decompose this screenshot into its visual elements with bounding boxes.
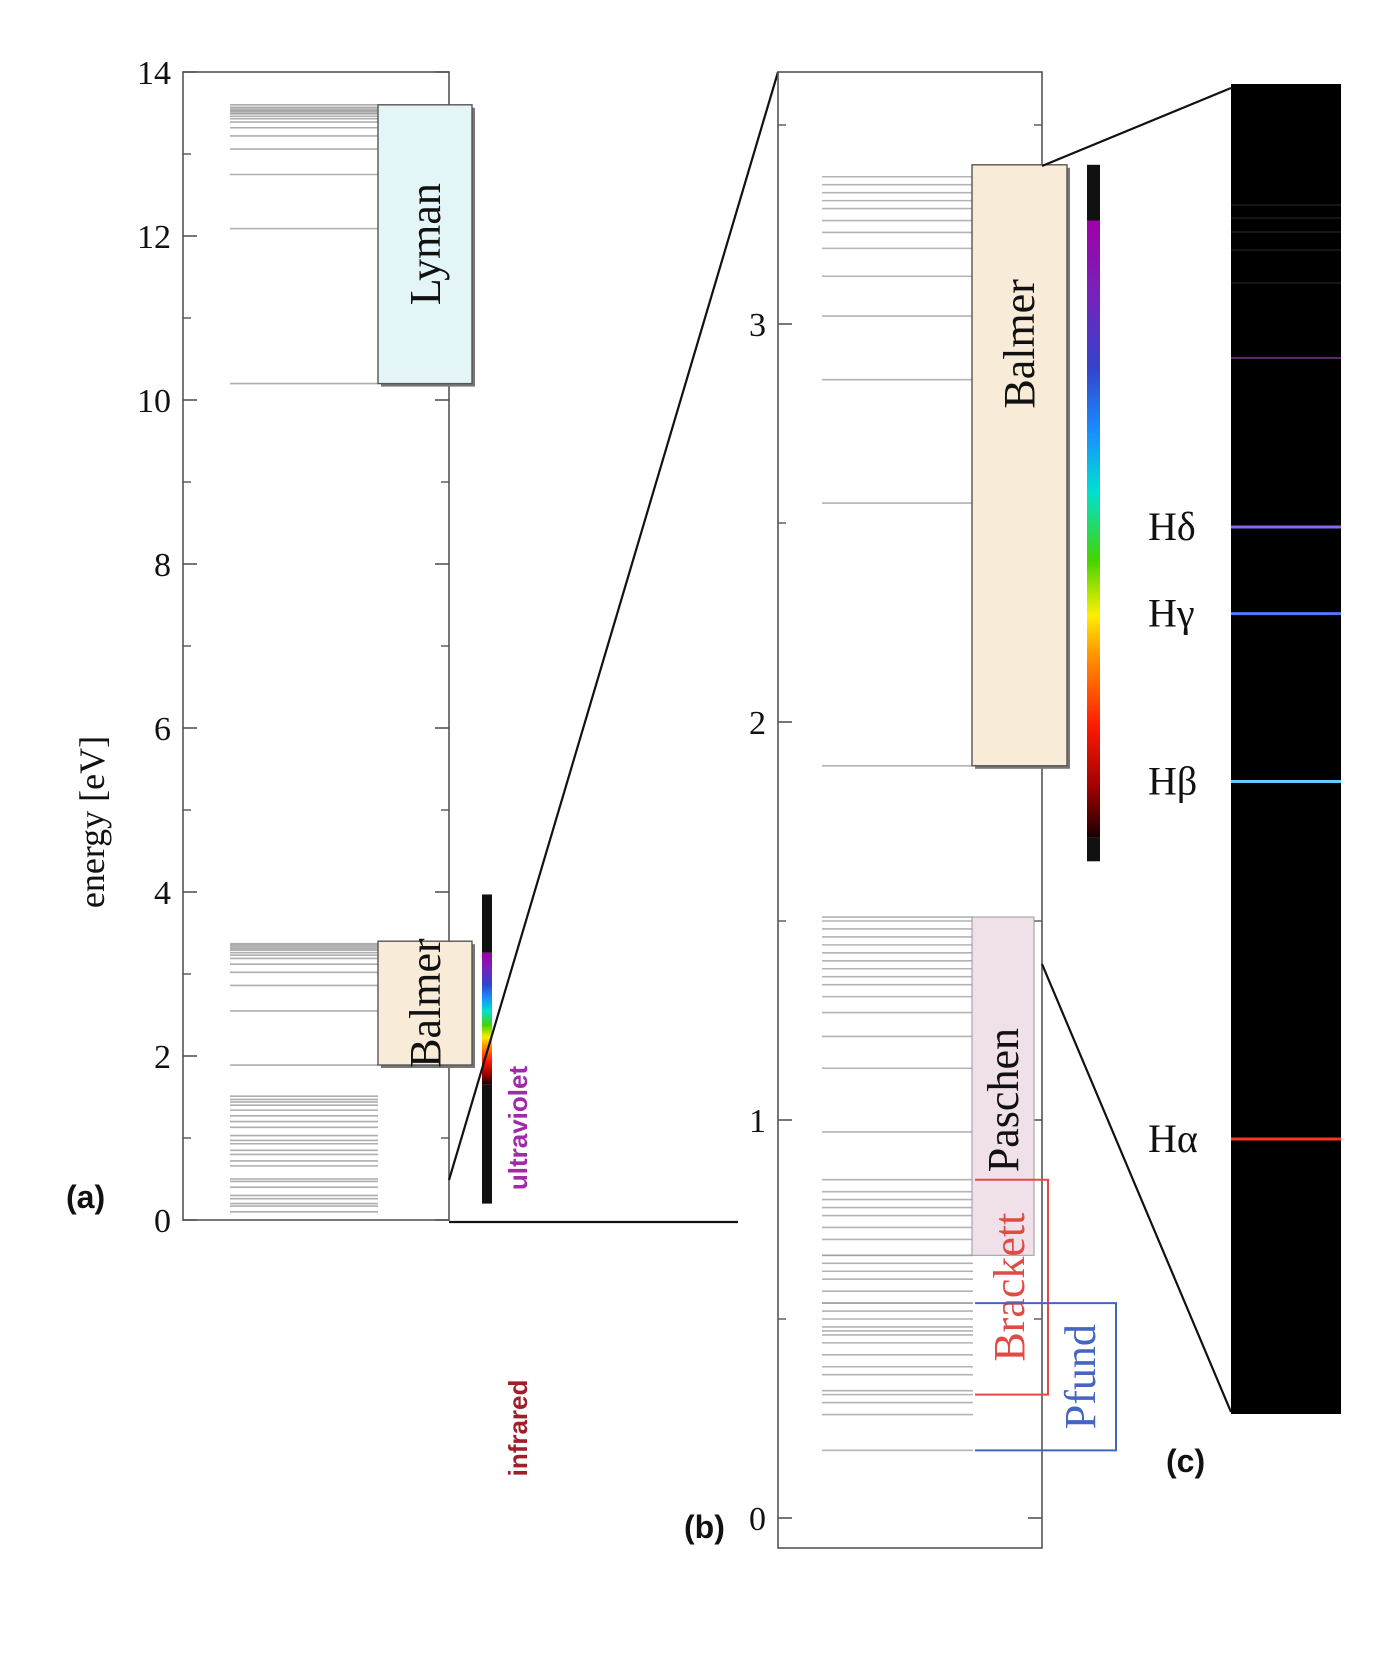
- emission-line-label: Hδ: [1148, 504, 1196, 549]
- emission-line-label: Hβ: [1148, 759, 1197, 804]
- panel-a-level-lines: [230, 104, 378, 1213]
- panel-a-tick-label: 0: [154, 1203, 171, 1240]
- panel-a-tick-label: 8: [154, 547, 171, 584]
- panel-b-tick-label: 3: [749, 307, 766, 344]
- panel-a-tick-label: 4: [154, 875, 171, 912]
- panel-c-line-labels: Hα Hβ Hγ Hδ: [1148, 504, 1198, 1161]
- panel-b-tick-label: 1: [749, 1103, 766, 1140]
- panel-a-tick-label: 14: [137, 55, 171, 92]
- panel-c-label: (c): [1166, 1443, 1205, 1479]
- panel-b-spectrum-bar: [1087, 220, 1100, 838]
- emission-line-label: Hγ: [1148, 591, 1195, 636]
- pfund-bracket: [975, 1302, 1117, 1452]
- zoom-connectors-b-c: [1040, 86, 1233, 1413]
- paschen-box-label: Paschen: [979, 1028, 1028, 1172]
- panel-a-tick-label: 12: [137, 219, 171, 256]
- balmer-box-label: Balmer: [401, 938, 450, 1068]
- panel-a-spectrum-ir-segment: [482, 1084, 492, 1204]
- paschen-box: [971, 916, 1035, 1256]
- panel-b-frame: [777, 71, 1043, 1549]
- panel-a-tick-label: 6: [154, 711, 171, 748]
- panel-a-spectrum-bar: [482, 952, 492, 1085]
- panel-b-spectrum-ir-segment: [1087, 837, 1100, 862]
- zoom-connectors-a-b: [447, 71, 780, 1224]
- brackett-bracket: [975, 1178, 1049, 1396]
- pfund-label: Pfund: [1056, 1324, 1105, 1429]
- panel-c: Hα Hβ Hγ Hδ (c): [1148, 84, 1341, 1479]
- panel-b-level-lines: [822, 175, 973, 1452]
- panel-a-series-boxes: Lyman Balmer: [377, 104, 475, 1069]
- infrared-label: infrared: [503, 1380, 533, 1477]
- panel-b-tick-label: 0: [749, 1501, 766, 1538]
- panel-a-label: (a): [66, 1179, 105, 1215]
- lyman-box-label: Lyman: [401, 183, 450, 305]
- ultraviolet-label: ultraviolet: [503, 1066, 533, 1191]
- lyman-box: [377, 104, 473, 385]
- panel-a-tick-label: 2: [154, 1039, 171, 1076]
- panel-b-spectrum-uv-segment: [1087, 164, 1100, 221]
- panel-b-series-boxes: Balmer Paschen Brackett Pfund: [971, 164, 1117, 1452]
- panel-a-ylabel: energy [eV]: [72, 736, 112, 908]
- panel-b: 0 1 2 3 Balmer Paschen Brackett Pfund (b): [684, 71, 1117, 1549]
- panel-a-spectrum-uv-segment: [482, 894, 492, 953]
- emission-line-label: Hα: [1148, 1116, 1198, 1161]
- panel-b-label: (b): [684, 1509, 725, 1545]
- panel-a-tick-label: 10: [137, 383, 171, 420]
- brackett-label: Brackett: [985, 1213, 1034, 1362]
- panel-c-faint-lines: [1231, 204, 1341, 284]
- balmer-box: [377, 940, 473, 1066]
- balmer-box: [971, 164, 1068, 767]
- panel-b-tick-label: 2: [749, 705, 766, 742]
- panel-c-emission-lines: [1231, 523, 1341, 1143]
- panel-c-spectrum-photo: [1231, 84, 1341, 1414]
- balmer-box-label: Balmer: [995, 279, 1044, 409]
